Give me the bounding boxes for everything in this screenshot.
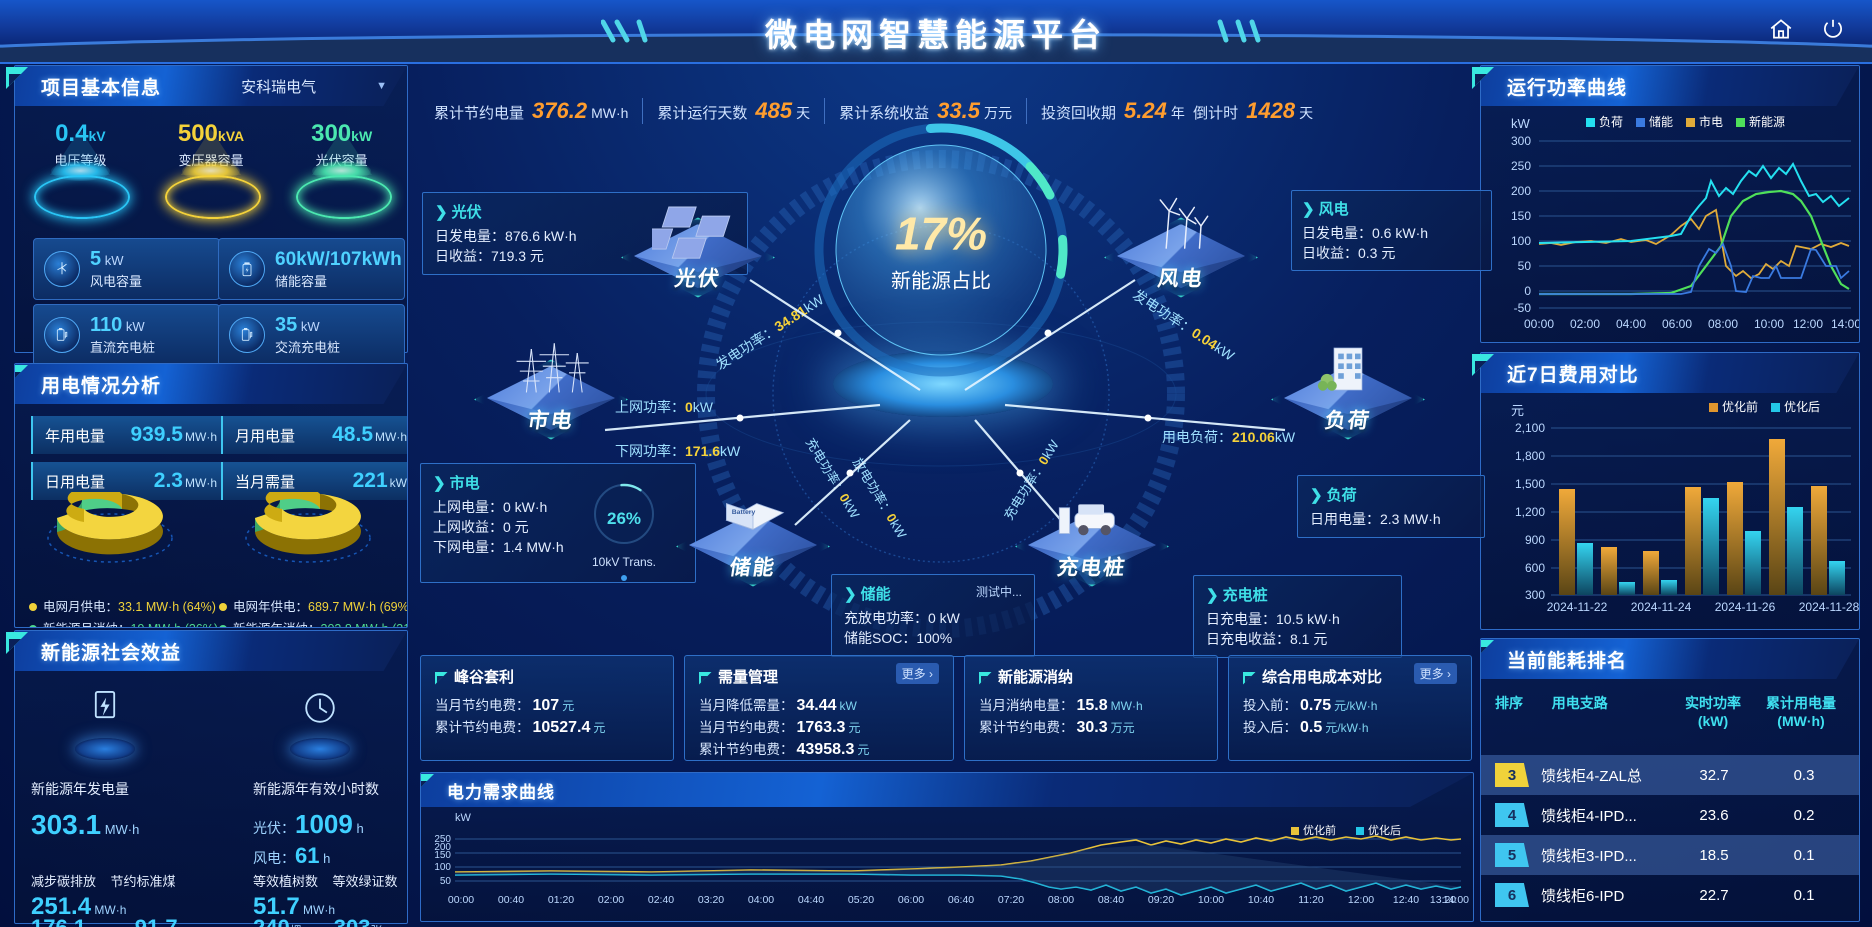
svg-text:02:40: 02:40	[648, 894, 674, 906]
svg-text:300: 300	[1511, 134, 1531, 148]
svg-text:优化前: 优化前	[1722, 399, 1758, 414]
svg-text:01:20: 01:20	[548, 894, 574, 906]
svg-text:00:40: 00:40	[498, 894, 524, 906]
svg-text:09:20: 09:20	[1148, 894, 1174, 906]
svg-text:100: 100	[434, 862, 451, 873]
svg-text:150: 150	[1511, 209, 1531, 223]
svg-text:11:20: 11:20	[1298, 894, 1324, 906]
svg-text:Battery: Battery	[732, 509, 756, 516]
svg-text:50: 50	[1518, 259, 1532, 273]
svg-text:250: 250	[1511, 159, 1531, 173]
svg-text:00:00: 00:00	[448, 894, 474, 906]
svg-text:50: 50	[440, 876, 452, 887]
svg-text:00:00: 00:00	[1524, 317, 1554, 331]
svg-text:06:00: 06:00	[898, 894, 924, 906]
svg-text:150: 150	[434, 850, 451, 861]
svg-text:900: 900	[1525, 533, 1545, 547]
svg-text:02:00: 02:00	[1570, 317, 1600, 331]
svg-text:0: 0	[1524, 284, 1531, 298]
svg-text:新能源: 新能源	[1749, 114, 1785, 129]
svg-text:12:00: 12:00	[1348, 894, 1374, 906]
svg-text:优化后: 优化后	[1368, 823, 1401, 837]
svg-text:2024-11-26: 2024-11-26	[1715, 600, 1776, 614]
svg-text:10:00: 10:00	[1754, 317, 1784, 331]
svg-text:优化后: 优化后	[1784, 400, 1820, 414]
svg-text:-50: -50	[1514, 301, 1532, 315]
svg-text:12:00: 12:00	[1793, 317, 1823, 331]
svg-text:2024-11-22: 2024-11-22	[1547, 600, 1608, 614]
svg-text:2,100: 2,100	[1515, 421, 1545, 435]
svg-text:2024-11-28: 2024-11-28	[1799, 600, 1859, 614]
svg-text:06:00: 06:00	[1662, 317, 1692, 331]
svg-text:04:40: 04:40	[798, 894, 824, 906]
svg-text:08:00: 08:00	[1708, 317, 1738, 331]
svg-text:08:00: 08:00	[1048, 894, 1074, 906]
svg-text:600: 600	[1525, 561, 1545, 575]
svg-text:1,200: 1,200	[1515, 505, 1545, 519]
svg-text:优化前: 优化前	[1303, 823, 1336, 837]
svg-text:03:20: 03:20	[698, 894, 724, 906]
svg-text:10:40: 10:40	[1248, 894, 1274, 906]
svg-text:10:00: 10:00	[1198, 894, 1224, 906]
svg-text:07:20: 07:20	[998, 894, 1024, 906]
svg-text:负荷: 负荷	[1599, 115, 1623, 129]
svg-text:04:00: 04:00	[748, 894, 774, 906]
svg-text:市电: 市电	[1699, 114, 1723, 129]
svg-text:14:00: 14:00	[1443, 894, 1469, 906]
svg-text:06:40: 06:40	[948, 894, 974, 906]
svg-text:14:00: 14:00	[1831, 317, 1859, 331]
svg-text:12:40: 12:40	[1393, 894, 1419, 906]
svg-text:05:20: 05:20	[848, 894, 874, 906]
svg-text:元: 元	[1511, 403, 1524, 418]
svg-text:300: 300	[1525, 588, 1545, 602]
svg-text:1,800: 1,800	[1515, 449, 1545, 463]
svg-text:储能: 储能	[1649, 114, 1673, 129]
svg-text:1,500: 1,500	[1515, 477, 1545, 491]
svg-text:02:00: 02:00	[598, 894, 624, 906]
svg-text:100: 100	[1511, 234, 1531, 248]
svg-text:08:40: 08:40	[1098, 894, 1124, 906]
svg-text:200: 200	[1511, 184, 1531, 198]
svg-text:kW: kW	[455, 812, 472, 824]
svg-text:04:00: 04:00	[1616, 317, 1646, 331]
svg-text:2024-11-24: 2024-11-24	[1631, 600, 1692, 614]
svg-text:kW: kW	[1511, 116, 1531, 131]
